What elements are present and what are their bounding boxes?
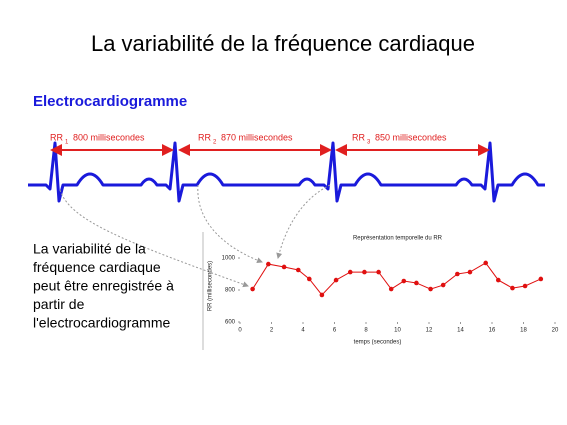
data-point (347, 269, 353, 275)
rr-subscript: 3 (367, 140, 371, 146)
rr-label: RR (198, 132, 211, 142)
data-point (281, 264, 287, 270)
x-tick-label: 18 (520, 328, 527, 334)
y-axis-label: RR (millisecondes) (208, 261, 214, 311)
x-tick-label: 12 (426, 328, 433, 334)
data-point (376, 269, 381, 275)
rr-text: 800 millisecondes (73, 132, 145, 142)
y-tick-label: 600 (225, 320, 236, 326)
rr-text: 870 millisecondes (221, 132, 293, 142)
pointer-arrow (276, 184, 331, 259)
data-point (522, 283, 528, 289)
data-point (538, 276, 544, 282)
body-text: peut être enregistrée à (33, 278, 174, 294)
ecg-trace (28, 141, 545, 203)
slide-title: La variabilité de la fréquence cardiaque (91, 31, 475, 56)
x-tick-label: 20 (552, 328, 559, 334)
data-point (483, 260, 489, 266)
data-point (496, 277, 501, 283)
data-point (428, 286, 433, 292)
rr-label: RR (50, 132, 63, 142)
data-point (266, 261, 271, 267)
x-tick-label: 8 (364, 328, 368, 334)
data-point (250, 286, 255, 292)
body-text: partir de (33, 296, 85, 312)
pointer-arrow (59, 189, 249, 288)
heading: Electrocardiogramme (33, 93, 187, 110)
data-point (467, 269, 473, 275)
body-text: l'electrocardiogramme (33, 315, 170, 331)
x-axis-label: temps (secondes) (354, 340, 402, 346)
x-tick-label: 6 (333, 328, 337, 334)
body-text: La variabilité de la (33, 241, 146, 257)
y-tick-label: 1000 (222, 256, 236, 262)
x-tick-label: 10 (394, 328, 401, 334)
x-tick-label: 16 (489, 328, 496, 334)
data-point (401, 278, 407, 284)
data-point (362, 269, 367, 275)
data-point (414, 280, 419, 286)
rr-text: 850 millisecondes (375, 132, 447, 142)
pointer-arrow (197, 184, 263, 264)
data-point (455, 271, 460, 277)
x-tick-label: 2 (270, 328, 274, 334)
data-point (440, 282, 446, 288)
ecg (28, 141, 545, 203)
x-tick-label: 4 (301, 328, 305, 334)
data-point (319, 292, 325, 298)
data-point (388, 286, 394, 292)
data-line (252, 262, 542, 296)
x-tick-label: 0 (238, 328, 242, 334)
data-point (295, 267, 301, 273)
data-point (333, 277, 339, 283)
data-point (510, 285, 515, 291)
data-point (307, 276, 312, 282)
body-text: fréquence cardiaque (33, 259, 161, 275)
rr-label: RR (352, 132, 365, 142)
x-tick-label: 14 (457, 328, 464, 334)
y-tick-label: 800 (225, 288, 236, 294)
chart-title: Représentation temporelle du RR (353, 236, 443, 242)
rr-subscript: 2 (213, 140, 217, 146)
rr-subscript: 1 (65, 140, 69, 146)
